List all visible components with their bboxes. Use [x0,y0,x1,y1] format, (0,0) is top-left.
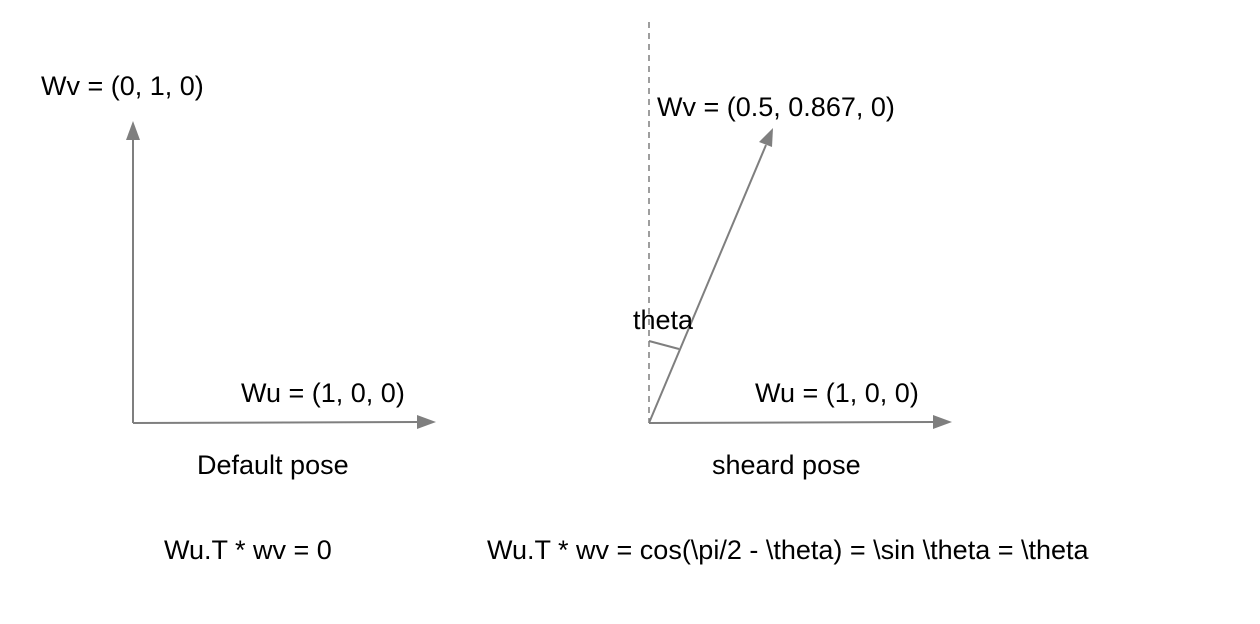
default-wu-axis [132,421,419,424]
default-pose-panel: Wv = (0, 1, 0) Wu = (1, 0, 0) Default po… [41,71,436,565]
default-pose-equation: Wu.T * wv = 0 [164,535,332,565]
default-wu-arrowhead [417,415,436,429]
sheared-wv-vector [648,144,767,424]
theta-angle-label: theta [633,305,694,335]
sheared-wu-label: Wu = (1, 0, 0) [755,378,919,408]
sheared-wv-label: Wv = (0.5, 0.867, 0) [657,92,895,122]
default-wv-label: Wv = (0, 1, 0) [41,71,204,101]
sheared-pose-caption: sheard pose [712,450,861,480]
sheared-wu-arrowhead [933,415,952,429]
default-wv-arrowhead [126,121,140,140]
sheared-pose-equation: Wu.T * wv = cos(\pi/2 - \theta) = \sin \… [487,535,1090,565]
sheared-wv-arrowhead [759,128,773,147]
sheared-pose-panel: Wv = (0.5, 0.867, 0) theta Wu = (1, 0, 0… [487,22,1090,565]
theta-angle-marker [648,340,680,350]
sheared-wu-axis [648,421,935,424]
default-wu-label: Wu = (1, 0, 0) [241,378,405,408]
default-pose-caption: Default pose [197,450,349,480]
